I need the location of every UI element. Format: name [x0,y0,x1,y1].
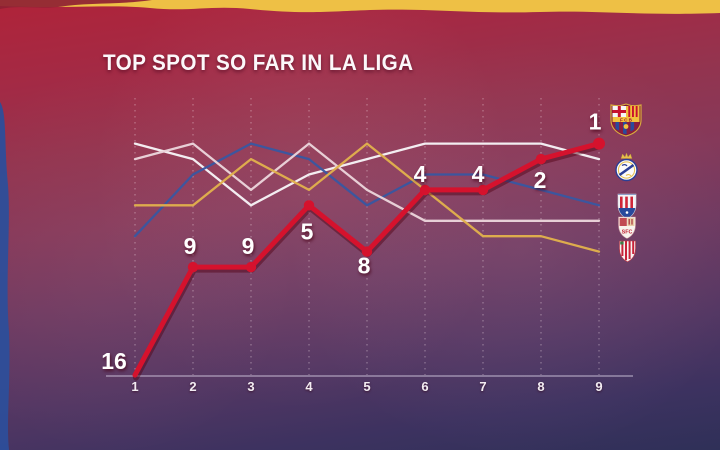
data-point-dot [593,137,605,150]
point-labels: 16 9 9 5 8 4 4 2 1 [101,109,601,375]
atletico-madrid-crest-icon [617,193,637,219]
data-point-dot [187,261,199,273]
x-tick-8: 8 [537,379,544,394]
athletic-club-crest-icon [619,240,636,263]
point-label-matchday-2: 9 [184,233,197,259]
atletico-madrid-line [133,142,601,238]
point-label-matchday-3: 9 [242,233,255,259]
athletic-club-line [133,142,601,253]
point-label-matchday-1: 16 [101,348,127,374]
point-label-matchday-4: 5 [301,218,314,244]
sevilla-crest-icon: SFC [618,216,636,239]
top-paint-band [0,0,720,14]
real-madrid-crest-icon [615,152,638,182]
crest-legend: F C B [610,103,642,263]
left-paint-stripe [0,102,10,450]
x-tick-9: 9 [595,379,602,394]
real-madrid-line [133,142,601,207]
data-point-dot [245,261,257,273]
barcelona-crest-icon: F C B [610,103,642,137]
line-path [133,142,601,207]
x-tick-3: 3 [247,379,254,394]
point-label-matchday-6: 4 [414,161,427,187]
data-point-dot [303,200,315,211]
point-label-matchday-5: 8 [358,253,371,279]
x-tick-6: 6 [421,379,428,394]
line-path [133,142,601,238]
line-path [133,142,601,253]
fc-barcelona-line [132,137,605,381]
x-tick-1: 1 [131,379,138,394]
point-label-matchday-9: 1 [589,109,602,135]
chart-title: TOP SPOT SO FAR IN LA LIGA [103,50,414,75]
sevilla-line [133,142,601,222]
tick-labels: 1 2 3 4 5 6 7 8 9 [131,379,602,394]
point-label-matchday-7: 4 [472,161,485,187]
line-path [133,142,601,222]
data-point-dot [477,184,489,196]
svg-text:F C B: F C B [620,117,633,122]
series-lines [132,137,605,381]
x-tick-2: 2 [189,379,196,394]
x-tick-7: 7 [479,379,486,394]
x-tick-5: 5 [363,379,370,394]
data-point-dot [419,184,431,196]
top-paint-band-overlay [0,0,152,9]
data-point-dot [361,246,373,257]
svg-text:SFC: SFC [622,230,633,236]
x-tick-4: 4 [305,379,313,394]
data-point-dot [535,153,547,165]
point-label-matchday-8: 2 [534,167,547,193]
